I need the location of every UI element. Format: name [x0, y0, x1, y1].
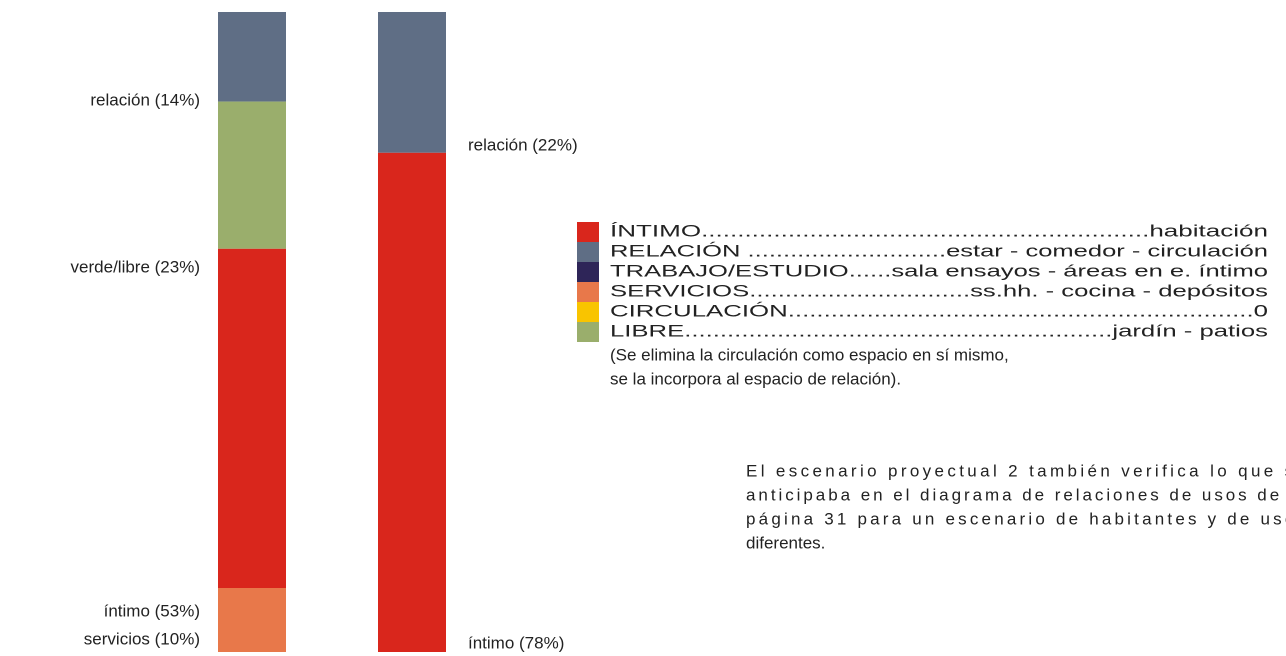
- paragraph-line: página 31 para un escenario de habitante…: [746, 509, 1286, 528]
- segment-label: relación (22%): [468, 135, 578, 154]
- legend-entry: TRABAJO/ESTUDIO......sala ensayos - área…: [610, 261, 1268, 280]
- segment-label: verde/libre (23%): [71, 257, 200, 276]
- bar-segment: [218, 12, 286, 102]
- legend-swatch: [577, 262, 599, 282]
- note: se la incorpora al espacio de relación).: [610, 369, 901, 388]
- paragraph-line: diferentes.: [746, 533, 825, 552]
- legend-entry: LIBRE...................................…: [610, 321, 1268, 340]
- legend-entry: ÍNTIMO..................................…: [610, 221, 1268, 240]
- segment-label: servicios (10%): [84, 629, 200, 648]
- legend-entry: SERVICIOS...............................…: [610, 281, 1268, 300]
- legend-swatch: [577, 322, 599, 342]
- segment-label: íntimo (78%): [468, 633, 564, 652]
- paragraph-line: El escenario proyectual 2 también verifi…: [746, 461, 1286, 480]
- legend-swatch: [577, 242, 599, 262]
- bar-segment: [378, 152, 446, 653]
- legend-entry: CIRCULACIÓN.............................…: [610, 301, 1268, 320]
- segment-label: íntimo (53%): [104, 601, 200, 620]
- legend-swatch: [577, 282, 599, 302]
- bar-segment: [378, 12, 446, 153]
- legend-swatch: [577, 302, 599, 322]
- note: (Se elimina la circulación como espacio …: [610, 345, 1009, 364]
- bar-segment: [218, 101, 286, 249]
- segment-label: relación (14%): [90, 90, 200, 109]
- legend-entry: RELACIÓN ............................est…: [610, 241, 1268, 260]
- paragraph-line: anticipaba en el diagrama de relaciones …: [746, 485, 1286, 504]
- legend-swatch: [577, 222, 599, 242]
- bar-segment: [218, 588, 286, 652]
- bar-segment: [218, 248, 286, 589]
